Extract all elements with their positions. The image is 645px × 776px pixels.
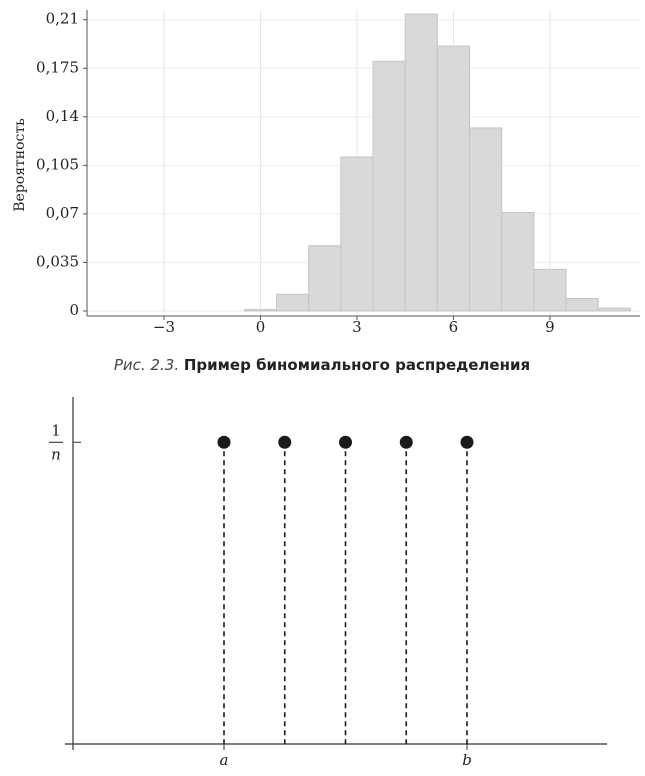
- y-tick-label: 0,035: [36, 252, 79, 270]
- stem-dot: [460, 435, 474, 449]
- y-tick-denominator: n: [51, 445, 61, 463]
- x-tick-label: a: [220, 751, 229, 769]
- bar: [436, 45, 471, 312]
- x-tick-label: −3: [153, 318, 175, 336]
- bar: [533, 268, 567, 312]
- y-axis-label: Вероятность: [12, 118, 28, 212]
- bar: [469, 127, 503, 312]
- y-tick-label: 0,14: [46, 107, 79, 125]
- bar: [597, 307, 631, 312]
- bar: [308, 245, 342, 312]
- x-tick-label: b: [462, 751, 472, 769]
- bar: [243, 309, 278, 312]
- y-tick-numerator: 1: [51, 421, 61, 439]
- bar: [276, 293, 310, 312]
- stem-dot: [399, 435, 413, 449]
- bar: [404, 13, 438, 312]
- y-tick-label: 0,105: [36, 155, 79, 173]
- stem-dot: [217, 435, 231, 449]
- bar: [340, 156, 374, 312]
- x-tick-label: 6: [449, 318, 459, 336]
- y-tick-label: 0: [69, 301, 79, 319]
- caption-label: Рис. 2.3.: [114, 356, 179, 374]
- stem-dot: [339, 435, 352, 449]
- y-tick-label: 0,21: [46, 10, 79, 28]
- bar: [501, 212, 535, 312]
- caption-title: Пример биномиального распределения: [184, 356, 530, 374]
- caption: Рис. 2.3. Пример биномиального распредел…: [114, 356, 530, 374]
- bar: [372, 60, 406, 312]
- x-tick-label: 9: [545, 318, 555, 336]
- stem-dot: [278, 435, 292, 449]
- x-tick-label: 3: [352, 318, 362, 336]
- x-tick-label: 0: [256, 318, 266, 336]
- y-tick-label: 0,175: [36, 58, 79, 76]
- bar: [565, 298, 599, 312]
- y-tick-label: 0,07: [46, 204, 79, 222]
